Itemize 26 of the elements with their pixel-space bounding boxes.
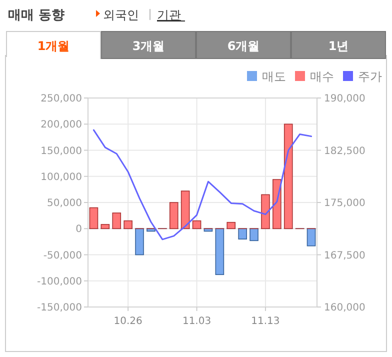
legend-label: 매수: [310, 70, 334, 84]
y-tick-label: 0: [76, 224, 82, 236]
title: 매매 동향: [8, 8, 65, 23]
y2-tick-label: 190,000: [324, 94, 366, 104]
y-tick-label: 200,000: [40, 120, 82, 131]
text: 1개월: [37, 39, 70, 53]
y2-tick-label: 182,500: [324, 146, 366, 157]
y-tick-label: -150,000: [37, 302, 82, 314]
text: 외국인: [103, 8, 139, 22]
y2-tick-label: 160,000: [324, 302, 366, 314]
x-tick-label: 11.03: [182, 316, 212, 327]
y2-tick-label: 175,000: [324, 198, 366, 209]
x-tick-label: 10.26: [114, 316, 142, 327]
text: 3개월: [132, 39, 165, 53]
y-tick-label: -100,000: [37, 276, 82, 288]
text: 1년: [328, 39, 349, 53]
y2-tick-label: 167,500: [324, 250, 366, 262]
y-tick-label: 250,000: [40, 94, 82, 104]
y-tick-label: -50,000: [43, 250, 82, 262]
legend-label: 매도: [262, 70, 286, 84]
x-tick-label: 11.13: [251, 316, 280, 327]
text: 6개월: [227, 39, 260, 53]
y-tick-label: 50,000: [47, 198, 82, 209]
y-tick-label: 150,000: [40, 146, 82, 157]
legend-label: 주가: [358, 70, 382, 84]
y-tick-label: 100,000: [40, 172, 82, 183]
